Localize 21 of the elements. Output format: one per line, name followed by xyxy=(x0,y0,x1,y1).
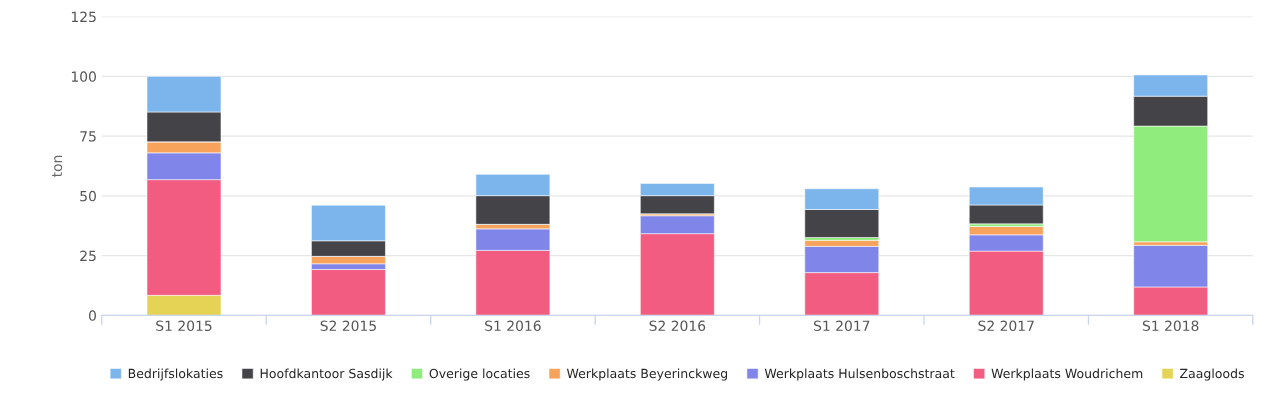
legend-label: Werkplaats Woudrichem xyxy=(991,368,1143,381)
x-tick-label: S1 2018 xyxy=(1142,320,1199,332)
y-tick-label: 0 xyxy=(88,310,96,321)
y-tick-label: 100 xyxy=(71,71,96,82)
x-tick-label: S2 2016 xyxy=(649,320,706,332)
x-tick-label: S1 2016 xyxy=(485,320,541,332)
y-axis-title: ton xyxy=(52,155,63,177)
legend-label: Werkplaats Hulsenboschstraat xyxy=(764,368,955,381)
legend-label: Bedrijfslokaties xyxy=(128,368,223,381)
legend-label: Zaagloods xyxy=(1180,368,1244,381)
y-tick-label: 25 xyxy=(80,250,96,262)
y-tick-label: 50 xyxy=(80,190,96,202)
x-tick-label: S1 2015 xyxy=(156,320,212,332)
x-tick-label: S2 2017 xyxy=(978,320,1034,332)
legend-label: Hoofdkantoor Sasdijk xyxy=(260,368,393,381)
y-tick-label: 125 xyxy=(71,11,96,23)
legend-label: Overige locaties xyxy=(429,368,530,381)
x-tick-label: S1 2017 xyxy=(814,320,870,332)
y-tick-label: 75 xyxy=(80,131,96,142)
x-tick-label: S2 2015 xyxy=(320,320,376,332)
legend-label: Werkplaats Beyerinckweg xyxy=(566,368,728,381)
